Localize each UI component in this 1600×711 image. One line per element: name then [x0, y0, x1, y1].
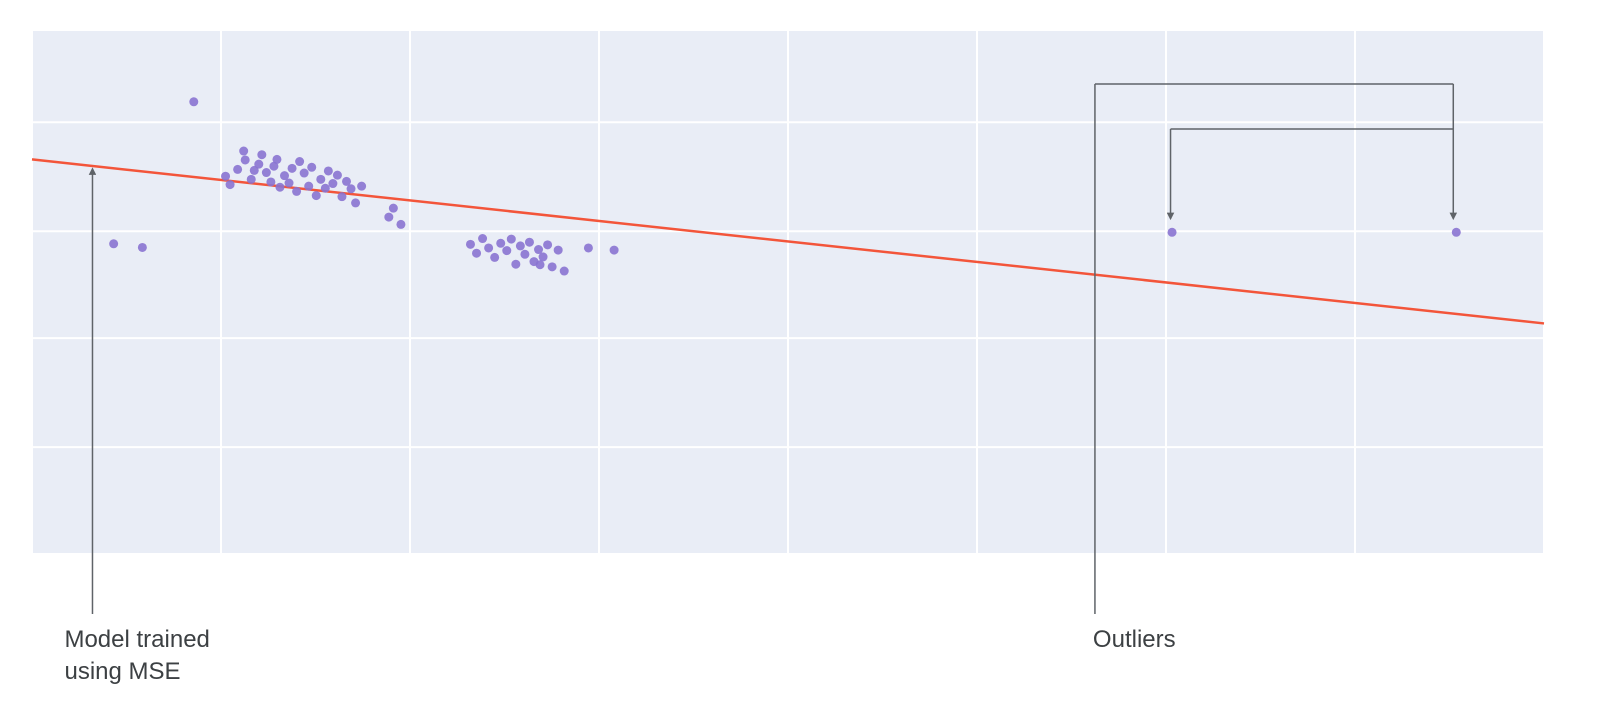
data-point [138, 243, 147, 252]
data-point [288, 164, 297, 173]
data-point [275, 183, 284, 192]
data-point [272, 155, 281, 164]
data-point [584, 243, 593, 252]
data-point [543, 240, 552, 249]
chart-stage: Model trained using MSE Outliers [0, 0, 1600, 711]
data-point [525, 238, 534, 247]
data-point [389, 204, 398, 213]
data-point [295, 157, 304, 166]
data-point [254, 160, 263, 169]
data-point [304, 182, 313, 191]
data-point [307, 163, 316, 172]
data-point [502, 246, 511, 255]
data-point [226, 180, 235, 189]
data-point [484, 243, 493, 252]
outliers-label: Outliers [1093, 624, 1176, 656]
data-point [247, 175, 256, 184]
data-point [516, 241, 525, 250]
data-point [316, 175, 325, 184]
data-point [292, 187, 301, 196]
data-point [337, 192, 346, 201]
data-point [548, 262, 557, 271]
data-point [539, 252, 548, 261]
data-point [1452, 228, 1461, 237]
data-point [490, 253, 499, 262]
data-point [554, 246, 563, 255]
data-point [285, 179, 294, 188]
data-point [300, 169, 309, 178]
data-point [507, 235, 516, 244]
data-point [520, 250, 529, 259]
data-point [189, 97, 198, 106]
data-point [610, 246, 619, 255]
data-point [266, 177, 275, 186]
data-point [472, 249, 481, 258]
data-point [478, 234, 487, 243]
data-point [1168, 228, 1177, 237]
data-point [396, 220, 405, 229]
data-point [239, 147, 248, 156]
data-point [466, 240, 475, 249]
model-label: Model trained using MSE [64, 624, 209, 689]
data-point [262, 168, 271, 177]
data-point [357, 182, 366, 191]
data-point [241, 155, 250, 164]
data-point [347, 184, 356, 193]
data-point [351, 198, 360, 207]
data-point [324, 166, 333, 175]
data-point [257, 150, 266, 159]
data-point [333, 171, 342, 180]
scatter-chart [0, 0, 1600, 711]
data-point [328, 179, 337, 188]
data-point [496, 239, 505, 248]
data-point [536, 260, 545, 269]
data-point [312, 191, 321, 200]
data-point [511, 260, 520, 269]
data-point [109, 239, 118, 248]
data-point [560, 267, 569, 276]
data-point [321, 184, 330, 193]
data-point [221, 172, 230, 181]
data-point [384, 213, 393, 222]
data-point [233, 165, 242, 174]
